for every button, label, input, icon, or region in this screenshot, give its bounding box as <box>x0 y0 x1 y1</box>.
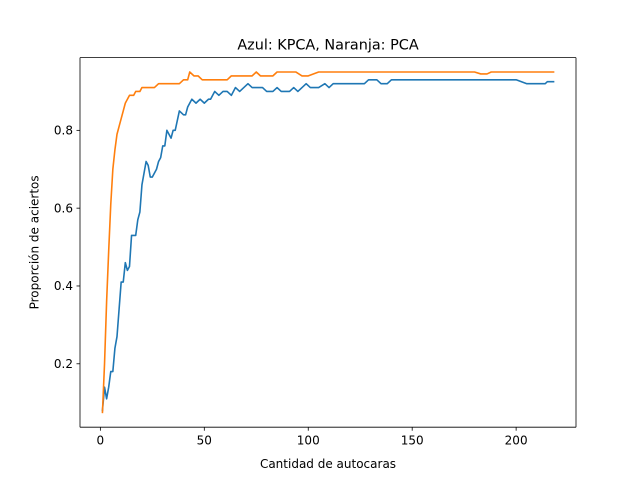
y-tick-label: 0.6 <box>54 201 73 215</box>
plot-area <box>80 57 576 428</box>
x-axis-title: Cantidad de autocaras <box>260 457 396 471</box>
chart-title: Azul: KPCA, Naranja: PCA <box>237 38 419 54</box>
x-tick-label: 150 <box>401 434 424 448</box>
y-tick-label: 0.2 <box>54 357 73 371</box>
y-axis-ticks: 0.2 0.4 0.6 0.8 <box>54 124 80 371</box>
series-lines <box>101 71 555 414</box>
x-tick-label: 0 <box>97 434 105 448</box>
x-tick-label: 200 <box>505 434 528 448</box>
axes-frame <box>79 57 577 428</box>
y-tick-label: 0.4 <box>54 279 73 293</box>
y-tick-label: 0.8 <box>54 124 73 138</box>
x-axis-ticks: 0 50 100 150 200 <box>97 427 528 448</box>
x-tick-label: 100 <box>297 434 320 448</box>
y-axis-title: Proporción de aciertos <box>28 175 42 309</box>
series-line-2 <box>101 71 555 414</box>
series-line-1 <box>101 78 555 412</box>
x-tick-label: 50 <box>197 434 212 448</box>
